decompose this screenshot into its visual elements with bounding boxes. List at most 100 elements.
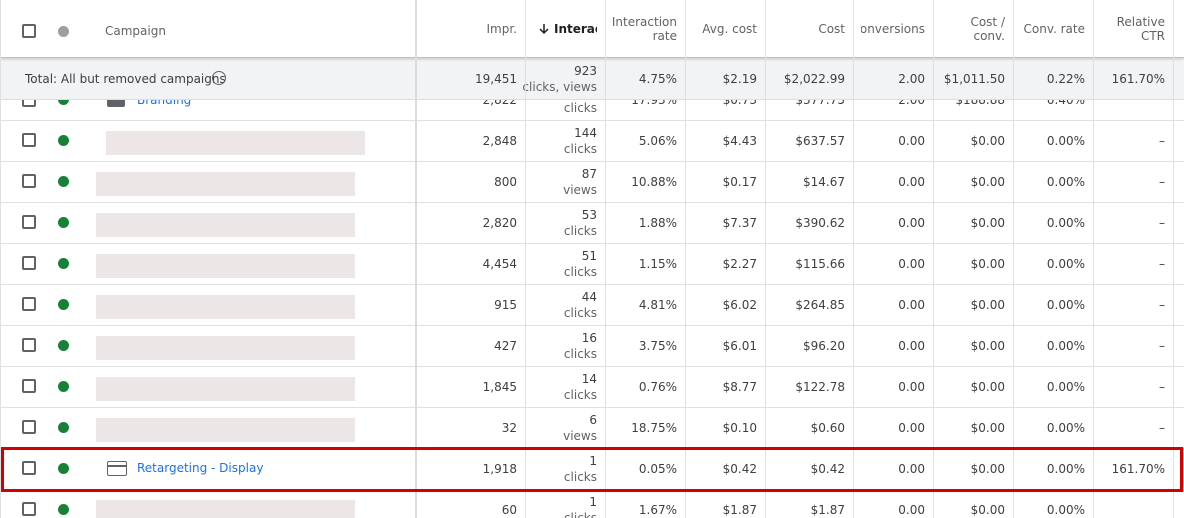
cell-value: $2,022.99 (783, 72, 845, 86)
table-row: 915 44 clicks 4.81% $6.02 $264.85 0.00 $0.00 0.0… (0, 284, 1184, 325)
checkbox[interactable] (22, 24, 36, 38)
header-label: Impr. (486, 22, 518, 36)
row-line (0, 161, 1184, 162)
column-line (415, 0, 417, 518)
header-cell[interactable]: Interact (538, 0, 597, 58)
cell-value: 2.00 (898, 72, 925, 86)
cell-value: $264.85 (795, 297, 845, 312)
header-campaign[interactable]: Campaign (105, 24, 166, 38)
header-label: Conversions (861, 22, 925, 36)
cell-value: 53 (581, 207, 597, 222)
cell-value: 4.75% (638, 72, 677, 86)
status-dot (58, 340, 69, 351)
interaction-type: clicks (563, 305, 597, 320)
cell-value: 18.75% (631, 420, 677, 435)
cell-value: 0.00% (1046, 174, 1085, 189)
status-dot (58, 176, 69, 187)
cell-value: $0.00 (970, 338, 1005, 353)
redacted-name (106, 131, 365, 155)
cell-value: 0.22% (1046, 72, 1085, 86)
cell-value: $0.17 (722, 174, 757, 189)
total-label: Total: All but removed campaigns (25, 72, 226, 86)
status-dot (58, 299, 69, 310)
interaction-type: views (563, 182, 597, 197)
icon-bar (108, 465, 126, 467)
column-line (605, 0, 606, 518)
cell-value: 0.00% (1046, 215, 1085, 230)
cell-value: 0.76% (638, 379, 677, 394)
column-line (765, 0, 766, 518)
checkbox[interactable] (22, 256, 36, 270)
status-dot (58, 26, 69, 37)
cell-value: 161.70% (1111, 461, 1165, 476)
row-line (0, 407, 1184, 408)
checkbox[interactable] (22, 338, 36, 352)
cell-value: $637.57 (795, 133, 845, 148)
cell-value: 0.00 (898, 379, 925, 394)
cell-value: 0.00 (898, 256, 925, 271)
cell-value: 1 (589, 494, 597, 509)
cell-value: $0.00 (970, 256, 1005, 271)
checkbox[interactable] (22, 215, 36, 229)
header-cell[interactable]: Avg. cost (693, 0, 757, 58)
status-dot (58, 463, 69, 474)
table-row: 800 87 views 10.88% $0.17 $14.67 0.00 $0.00 0.00… (0, 161, 1184, 202)
redacted-name (96, 172, 355, 196)
cell-value: – (1159, 215, 1165, 230)
cell-value: 0.00% (1046, 461, 1085, 476)
status-dot (58, 217, 69, 228)
cell-value: 3.75% (638, 338, 677, 353)
cell-value: $0.00 (970, 420, 1005, 435)
checkbox[interactable] (22, 379, 36, 393)
total-row: 19,451 923 clicks, views 4.75% $2.19 $2,022.9… (0, 58, 1184, 100)
cell-value: $390.62 (795, 215, 845, 230)
header-cell[interactable]: Cost / conv. (941, 0, 1005, 58)
cell-value: $115.66 (795, 256, 845, 271)
cell-value: $96.20 (803, 338, 845, 353)
checkbox[interactable] (22, 133, 36, 147)
campaign-name[interactable]: Retargeting - Display (137, 461, 264, 475)
redacted-name (96, 377, 355, 401)
cell-value: $0.00 (970, 379, 1005, 394)
cell-value: 800 (494, 174, 517, 189)
cell-value: 1,845 (482, 379, 517, 394)
cell-value: – (1159, 297, 1165, 312)
header-cell[interactable]: Impr. (417, 0, 518, 58)
cell-value: – (1159, 133, 1165, 148)
checkbox[interactable] (22, 174, 36, 188)
header-cell[interactable]: Relative CTR (1101, 0, 1165, 58)
cell-value: 0.00% (1046, 338, 1085, 353)
column-line (1093, 0, 1094, 518)
redacted-name (96, 336, 355, 360)
header-cell[interactable]: Conv. rate (1021, 0, 1086, 58)
interaction-type: clicks (563, 100, 597, 115)
header-label: Cost (818, 22, 845, 36)
cell-value: 161.70% (1111, 72, 1165, 86)
cell-value: – (1159, 379, 1165, 394)
checkbox[interactable] (22, 502, 36, 516)
cell-value: $1,011.50 (943, 72, 1005, 86)
help-icon[interactable] (212, 71, 226, 85)
cell-value: 32 (501, 420, 517, 435)
checkbox[interactable] (22, 461, 36, 475)
cell-value: 4.81% (638, 297, 677, 312)
checkbox[interactable] (22, 420, 36, 434)
cell-value: $0.00 (970, 215, 1005, 230)
cell-value: $0.00 (970, 461, 1005, 476)
interaction-type: clicks (563, 510, 597, 518)
cell-value: 0.00% (1046, 379, 1085, 394)
header-cell[interactable]: Cost (781, 0, 845, 58)
header-cell[interactable]: Interaction rate (613, 0, 677, 58)
cell-value: 0.00 (898, 133, 925, 148)
checkbox[interactable] (22, 297, 36, 311)
cell-value: $1.87 (722, 502, 757, 517)
cell-value: $0.00 (970, 174, 1005, 189)
cell-value: 0.00% (1046, 502, 1085, 517)
header-cell[interactable]: Conversions (861, 0, 925, 58)
cell-value: – (1159, 338, 1165, 353)
cell-value: $0.60 (810, 420, 845, 435)
header-label: Conv. rate (1023, 22, 1086, 36)
cell-value: 144 (574, 125, 597, 140)
cell-value: 427 (494, 338, 517, 353)
redacted-name (96, 295, 355, 319)
